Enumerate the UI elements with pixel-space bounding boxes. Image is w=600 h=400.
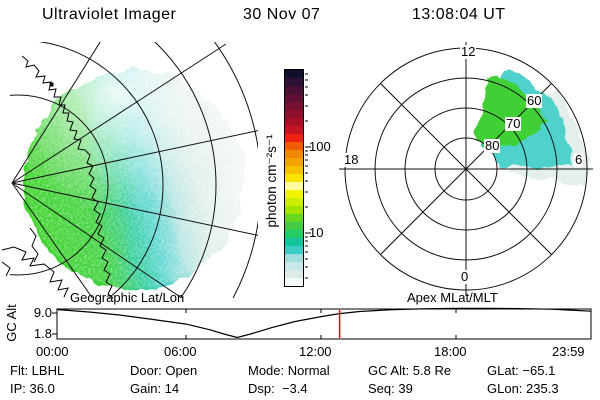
colorbar-band <box>285 198 303 206</box>
strip-xtick-1200: 12:00 <box>299 344 332 359</box>
status-dsp: Dsp: −3.4 <box>248 381 308 396</box>
colorbar-band <box>285 102 303 110</box>
colorbar-band <box>285 230 303 238</box>
status-mode: Mode: Normal <box>248 363 330 378</box>
colorbar-band <box>285 246 303 254</box>
colorbar-band <box>285 94 303 102</box>
colorbar-band <box>285 110 303 118</box>
orbit-altitude-curve <box>56 307 592 339</box>
colorbar-band <box>285 118 303 126</box>
colorbar-band <box>285 134 303 142</box>
mlt-label-18: 18 <box>343 152 360 167</box>
status-ip: IP: 36.0 <box>10 381 55 396</box>
status-seq: Seq: 39 <box>368 381 413 396</box>
colorbar-band <box>285 70 303 78</box>
status-gcalt: GC Alt: 5.8 Re <box>368 363 452 378</box>
colorbar-band <box>285 278 303 286</box>
colorbar <box>284 69 304 287</box>
apex-caption: Apex MLat/MLT <box>407 290 498 305</box>
colorbar-band <box>285 126 303 134</box>
colorbar-band <box>285 158 303 166</box>
colorbar-band <box>285 174 303 182</box>
colorbar-band <box>285 86 303 94</box>
colorbar-band <box>285 182 303 190</box>
status-glon: GLon: 235.3 <box>487 381 559 396</box>
colorbar-units-label: photon cm⁻²s⁻¹ <box>264 134 279 228</box>
colorbar-band <box>285 238 303 246</box>
strip-xtick-2359: 23:59 <box>552 344 585 359</box>
strip-ytick-9: 9.0 <box>33 305 52 320</box>
geographic-graticule <box>10 42 258 298</box>
page-title: Ultraviolet Imager <box>42 6 177 23</box>
status-door: Door: Open <box>130 363 198 378</box>
colorbar-ticks <box>305 73 311 279</box>
colorbar-band <box>285 190 303 198</box>
colorbar-band <box>285 254 303 262</box>
colorbar-band <box>285 78 303 86</box>
uv-disk-speckle <box>26 72 242 288</box>
mlat-label-70: 70 <box>505 116 522 131</box>
geographic-caption: Geographic Lat/Lon <box>70 290 185 305</box>
polar-grid <box>339 42 593 296</box>
strip-chart-frame <box>56 308 592 340</box>
mlt-label-12: 12 <box>460 44 477 59</box>
colorbar-band <box>285 150 303 158</box>
mlat-label-60: 60 <box>526 93 543 108</box>
strip-xtick-0600: 06:00 <box>164 344 197 359</box>
polar-emission-blobs <box>474 69 587 186</box>
status-flt: Flt: LBHL <box>10 363 65 378</box>
status-gain: Gain: 14 <box>130 381 180 396</box>
polar-uv-image <box>339 42 593 296</box>
emission-green <box>474 77 548 154</box>
strip-ytick-1.8: 1.8 <box>33 326 52 341</box>
colorbar-tick-10: 10 <box>309 225 324 240</box>
header-time: 13:08:04 UT <box>412 6 506 23</box>
mlt-label-6: 6 <box>574 152 584 167</box>
colorbar-band <box>285 270 303 278</box>
header-date: 30 Nov 07 <box>243 6 321 23</box>
strip-chart-axis-ticks <box>52 309 457 339</box>
coastline <box>1 55 114 299</box>
strip-xtick-0000: 00:00 <box>36 344 69 359</box>
geographic-uv-image <box>1 42 258 299</box>
colorbar-tick-100: 100 <box>309 139 331 154</box>
colorbar-band <box>285 206 303 214</box>
colorbar-band <box>285 142 303 150</box>
mlt-label-0: 0 <box>460 269 470 284</box>
mlat-label-80: 80 <box>484 138 501 153</box>
status-glat: GLat: −65.1 <box>487 363 556 378</box>
colorbar-band <box>285 214 303 222</box>
strip-ylabel: GC Alt <box>4 304 19 342</box>
colorbar-band <box>285 222 303 230</box>
colorbar-band <box>285 262 303 270</box>
colorbar-band <box>285 166 303 174</box>
orbit-strip-chart <box>52 307 592 340</box>
strip-xtick-1800: 18:00 <box>434 344 467 359</box>
